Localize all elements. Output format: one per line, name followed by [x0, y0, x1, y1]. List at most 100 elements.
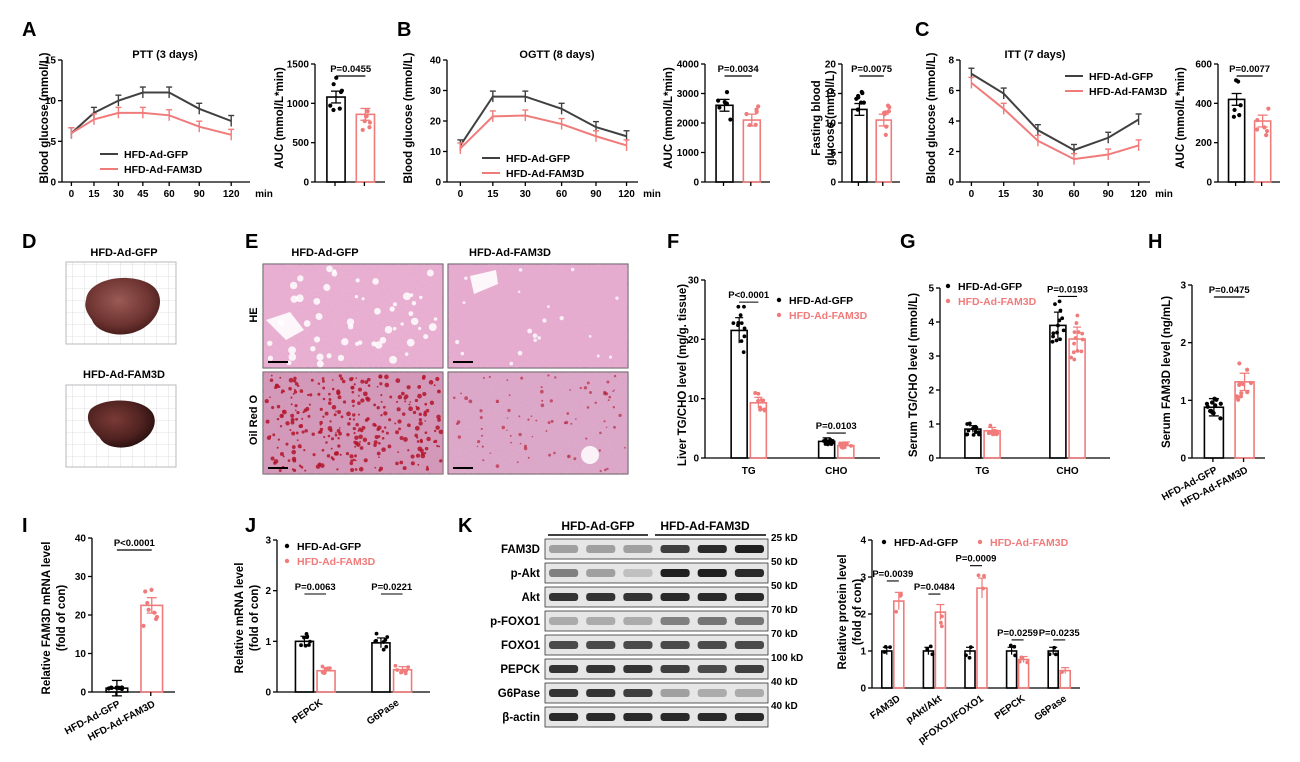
data-point: [742, 334, 747, 339]
oil-red-droplet: [293, 379, 297, 383]
panel-letter-g: G: [900, 231, 916, 253]
oil-red-droplet: [564, 420, 569, 425]
legend-marker: [284, 558, 290, 564]
blot-band: [734, 689, 764, 697]
blot-strip: [544, 682, 769, 704]
data-point: [990, 432, 995, 437]
data-point: [888, 645, 892, 650]
oil-red-droplet: [398, 427, 401, 431]
data-point: [152, 610, 157, 615]
legend-ogtt: HFD-Ad-GFP HFD-Ad-FAM3D: [482, 153, 585, 180]
oil-red-droplet: [295, 431, 299, 435]
lipid-vacuole: [532, 333, 538, 339]
oil-red-droplet: [424, 451, 427, 455]
data-point: [982, 573, 986, 578]
y-tick-label: 6: [948, 86, 954, 97]
data-point: [141, 623, 146, 629]
oil-red-droplet: [433, 384, 436, 387]
data-point: [1057, 318, 1062, 323]
oil-red-droplet: [423, 412, 428, 417]
data-point: [381, 647, 386, 652]
oil-red-droplet: [357, 401, 361, 405]
y-tick-label: 30: [75, 572, 87, 583]
y-tick-label: 0: [860, 684, 866, 695]
oil-red-droplet: [376, 385, 379, 388]
data-point: [966, 428, 971, 433]
blot-band: [734, 617, 764, 625]
oil-red-droplet: [523, 446, 528, 451]
oil-red-droplet: [397, 419, 402, 424]
oil-red-droplet: [452, 396, 456, 400]
y-axis-label-liver: Liver TG/CHO level (mg/g. tissue): [677, 284, 689, 466]
oil-red-droplet: [598, 449, 602, 452]
lipid-vacuole: [297, 275, 304, 282]
oil-red-droplet: [412, 410, 417, 415]
oil-red-droplet: [378, 456, 380, 459]
oil-red-droplet: [323, 436, 326, 439]
blot-row-label: PEPCK: [500, 664, 540, 676]
blot-band: [549, 689, 579, 697]
data-point: [967, 655, 972, 660]
data-point: [739, 321, 744, 326]
data-point: [898, 593, 903, 598]
oil-red-droplet: [548, 453, 552, 457]
data-point: [717, 105, 722, 110]
oil-red-droplet: [377, 425, 382, 430]
y-tick-label: 600: [1195, 60, 1212, 71]
legend-label: HFD-Ad-GFP: [297, 541, 361, 553]
x-tick-label: 90: [1103, 189, 1115, 200]
chart-title-ptt: PTT (3 days): [132, 49, 198, 61]
data-point: [756, 399, 760, 403]
p-value: P=0.0484: [914, 582, 956, 593]
oil-red-droplet: [322, 415, 325, 418]
x-tick-label: CHO: [825, 466, 847, 477]
oil-red-droplet: [579, 386, 582, 390]
oil-red-droplet: [349, 454, 354, 459]
oil-red-droplet: [349, 461, 354, 466]
oil-red-droplet: [394, 422, 397, 425]
data-point: [742, 326, 747, 331]
y-tick-label: 3000: [677, 89, 700, 100]
x-tick-label: 0: [69, 189, 75, 200]
x-tick-label: 30: [113, 189, 125, 200]
bar-chart-protein-levels: 01234FAM3DP=0.0039pAkt/AktP=0.0484pFOXO1…: [860, 536, 1080, 747]
lipid-vacuole: [357, 340, 363, 345]
lipid-vacuole: [355, 278, 360, 283]
oil-red-droplet: [510, 441, 512, 444]
data-point: [844, 442, 849, 446]
blot-band: [660, 689, 690, 697]
oil-red-droplet: [273, 460, 277, 464]
oil-red-droplet: [359, 446, 364, 450]
data-point: [724, 90, 730, 95]
blot-band: [549, 713, 579, 721]
panel-d-liver-photos: HFD-Ad-GFP HFD-Ad-FAM3D: [65, 247, 177, 468]
y-axis-label-auc: AUC (mmol/L*min): [1175, 67, 1187, 169]
series-line-fam3d: [70, 111, 232, 136]
panel-letter-d: D: [22, 231, 36, 253]
oil-red-droplet: [435, 425, 440, 430]
data-point: [1012, 644, 1017, 649]
lipid-vacuole: [337, 354, 345, 362]
blot-band: [549, 593, 579, 601]
y-tick-label: 4: [860, 536, 866, 547]
oil-red-droplet: [359, 441, 361, 443]
bar-gfp: [880, 650, 893, 689]
blot-strip: [544, 538, 769, 560]
stain-label-he: HE: [248, 307, 260, 322]
legend-label: HFD-Ad-FAM3D: [1089, 86, 1168, 98]
x-tick-label: TG: [976, 466, 990, 477]
data-point: [302, 635, 306, 640]
blot-band: [660, 641, 690, 649]
oil-red-droplet: [353, 383, 356, 386]
data-point: [1237, 113, 1242, 118]
oil-red-droplet: [376, 406, 380, 410]
legend-label: HFD-Ad-GFP: [1089, 71, 1153, 83]
series-line-gfp: [970, 72, 1140, 152]
panel-j: Relative mRNA level (fold of con) 0 1 2 3 PE…: [234, 536, 430, 728]
data-point: [1072, 341, 1076, 346]
oil-red-droplet: [358, 434, 363, 439]
oil-red-droplet: [384, 382, 390, 388]
data-point: [1238, 394, 1244, 399]
oil-red-droplet: [425, 408, 430, 413]
oil-red-droplet: [419, 448, 424, 453]
